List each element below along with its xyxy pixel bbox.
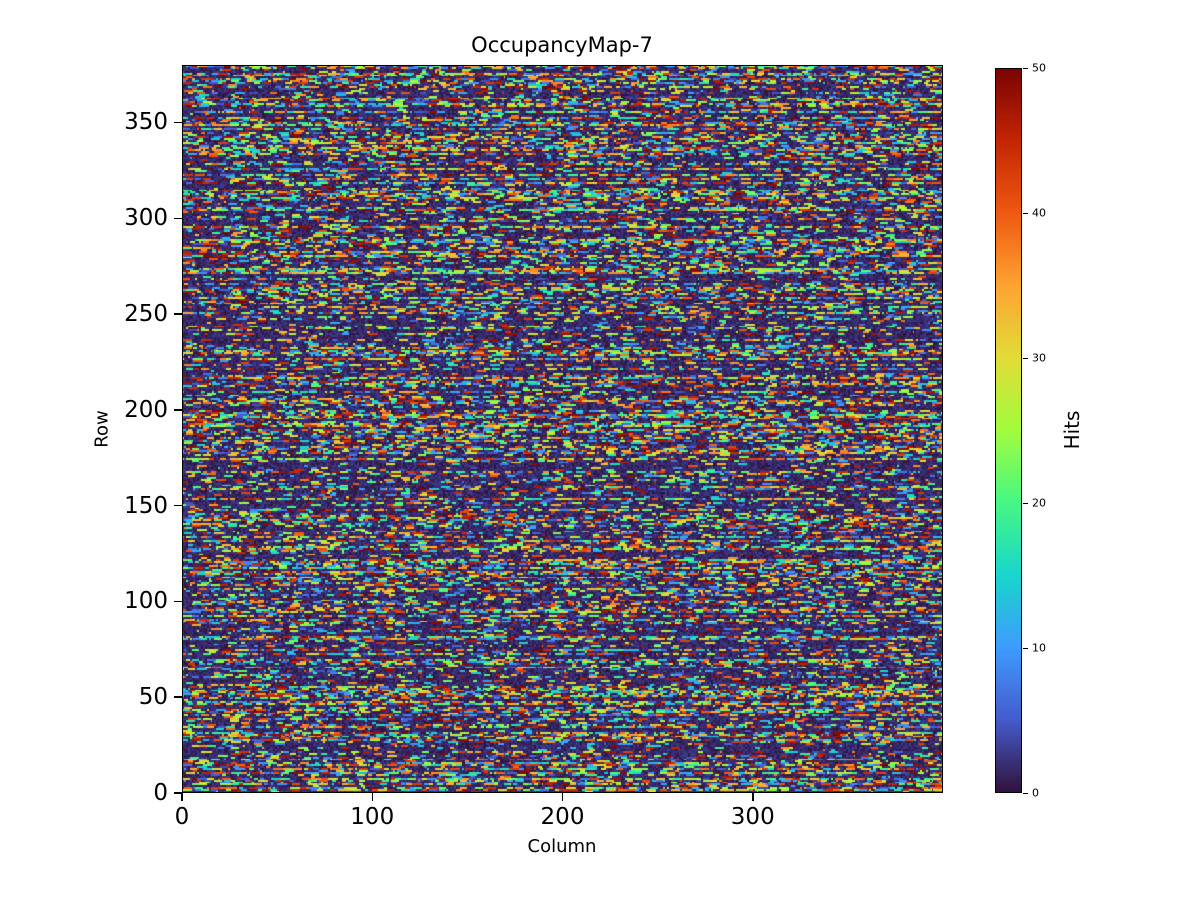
chart-title: OccupancyMap-7 [471, 33, 653, 57]
y-tick-mark [174, 217, 182, 219]
y-tick-mark [174, 313, 182, 315]
colorbar-tick-label: 0 [1032, 786, 1039, 800]
y-tick-mark [174, 792, 182, 794]
colorbar-tick-label: 30 [1032, 351, 1046, 365]
y-tick-label: 50 [138, 684, 168, 711]
x-tick-label: 100 [350, 804, 395, 830]
colorbar-tick-label: 50 [1032, 61, 1046, 75]
y-axis-label: Row [91, 410, 113, 448]
colorbar-tick-mark [1023, 792, 1028, 794]
y-tick-mark [174, 600, 182, 603]
colorbar-tick-mark [1023, 212, 1028, 214]
y-tick-label: 250 [124, 301, 168, 328]
y-tick-label: 100 [124, 588, 168, 615]
y-tick-mark [174, 696, 182, 698]
colorbar-tick-label: 20 [1032, 496, 1046, 510]
x-tick-mark [371, 793, 373, 801]
x-axis-label: Column [527, 836, 597, 857]
heatmap-canvas [182, 65, 943, 793]
colorbar [995, 68, 1022, 793]
y-tick-label: 200 [124, 396, 168, 423]
x-tick-label: 0 [174, 804, 190, 830]
y-tick-mark [174, 504, 182, 507]
y-tick-label: 0 [153, 780, 168, 806]
colorbar-tick-mark [1023, 502, 1028, 504]
y-tick-label: 150 [124, 492, 168, 519]
colorbar-tick-mark [1023, 647, 1028, 649]
colorbar-tick-mark [1023, 67, 1028, 69]
x-tick-mark [752, 793, 754, 801]
colorbar-label: Hits [1060, 410, 1084, 450]
x-tick-label: 200 [540, 804, 585, 830]
colorbar-tick-mark [1023, 357, 1028, 359]
colorbar-tick-label: 40 [1032, 206, 1046, 220]
colorbar-tick-label: 10 [1032, 641, 1046, 655]
x-tick-mark [181, 793, 183, 801]
y-tick-label: 300 [124, 205, 168, 232]
y-tick-label: 350 [124, 109, 168, 136]
x-tick-label: 300 [730, 804, 775, 830]
x-tick-mark [561, 793, 564, 801]
y-tick-mark [174, 409, 182, 411]
y-tick-mark [174, 121, 182, 124]
